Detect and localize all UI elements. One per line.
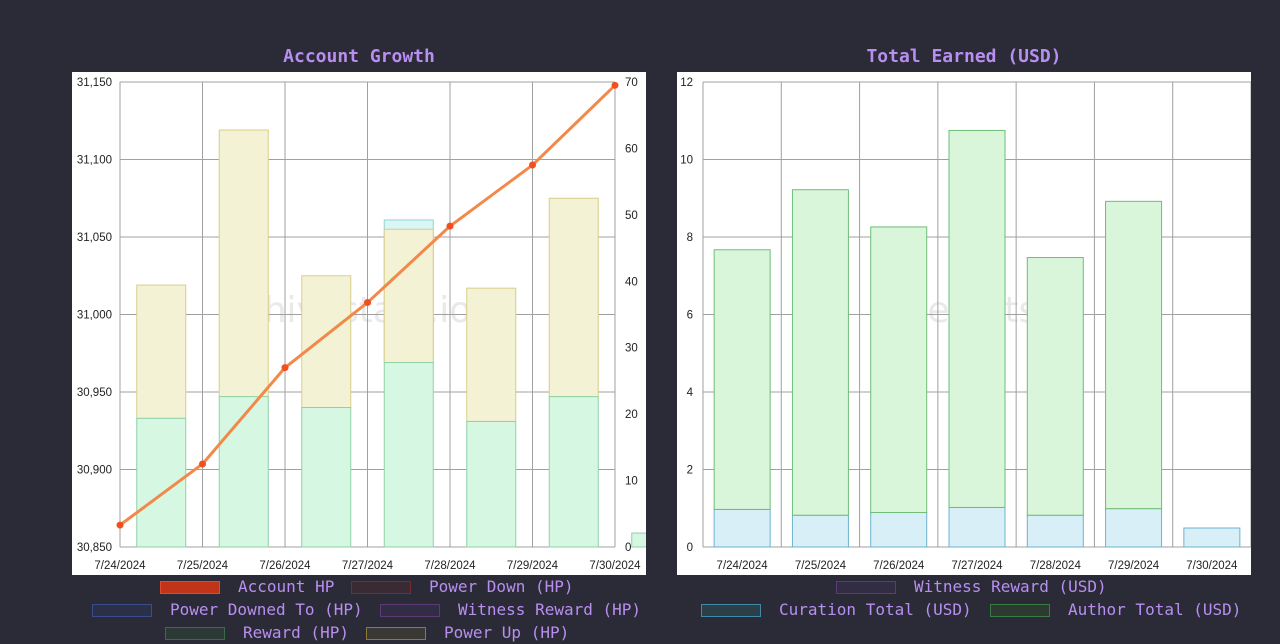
y-left-tick-label: 31,100 bbox=[77, 155, 112, 167]
legend-label: Witness Reward (USD) bbox=[914, 577, 1107, 596]
bar-reward-hp bbox=[218, 396, 269, 548]
legend-swatch bbox=[990, 604, 1050, 617]
y-left-tick-label: 31,050 bbox=[77, 232, 112, 244]
y-tick-label: 0 bbox=[687, 542, 693, 554]
x-tick-label: 7/28/2024 bbox=[424, 560, 476, 572]
bar-curation-total bbox=[791, 514, 849, 548]
legend-label: Witness Reward (HP) bbox=[458, 600, 642, 619]
bar-author-total bbox=[713, 249, 771, 510]
legend-swatch bbox=[160, 581, 220, 594]
legend-swatch bbox=[165, 627, 225, 640]
point-account-hp bbox=[529, 161, 536, 169]
bar-power-up-hp bbox=[466, 287, 517, 422]
bar-curation-total bbox=[1105, 508, 1163, 548]
y-tick-label: 10 bbox=[680, 155, 693, 167]
bar-curation-total bbox=[1026, 514, 1084, 548]
legend-label: Reward (HP) bbox=[243, 623, 349, 642]
y-left-tick-label: 30,950 bbox=[77, 387, 112, 399]
y-left-tick-label: 30,850 bbox=[77, 542, 112, 554]
legend-label: Account HP bbox=[238, 577, 335, 596]
bar-power-up-hp bbox=[301, 275, 352, 408]
x-tick-label: 7/25/2024 bbox=[795, 560, 847, 572]
bar-power-up-hp bbox=[383, 228, 434, 364]
account-growth-svg: hivestats.io30,85030,90030,95031,00031,0… bbox=[77, 77, 682, 572]
bar-curation-total bbox=[1183, 527, 1241, 548]
legend-label: Power Downed To (HP) bbox=[170, 600, 363, 619]
bar-reward-hp bbox=[466, 420, 517, 548]
y-right-tick-label: 10 bbox=[625, 476, 638, 488]
x-tick-label: 7/30/2024 bbox=[1186, 560, 1238, 572]
x-tick-label: 7/25/2024 bbox=[177, 560, 229, 572]
x-tick-label: 7/24/2024 bbox=[717, 560, 769, 572]
y-right-tick-label: 60 bbox=[625, 143, 638, 155]
y-right-tick-label: 20 bbox=[625, 409, 638, 421]
legend-swatch bbox=[366, 627, 426, 640]
x-tick-label: 7/27/2024 bbox=[951, 560, 1003, 572]
total-earned-svg: hivestats.io0246810127/24/20247/25/20247… bbox=[680, 77, 1252, 572]
legend-label: Author Total (USD) bbox=[1068, 600, 1242, 619]
legend-label: Curation Total (USD) bbox=[779, 600, 972, 619]
bar-curation-total bbox=[713, 508, 771, 548]
point-account-hp bbox=[116, 521, 124, 529]
x-tick-label: 7/29/2024 bbox=[1108, 560, 1160, 572]
y-right-tick-label: 0 bbox=[625, 542, 631, 554]
point-account-hp bbox=[199, 460, 206, 468]
x-tick-label: 7/26/2024 bbox=[873, 560, 925, 572]
bar-author-total bbox=[1105, 200, 1163, 510]
legend-label: Power Up (HP) bbox=[444, 623, 570, 642]
y-tick-label: 6 bbox=[687, 310, 693, 322]
bar-author-total bbox=[1026, 257, 1084, 516]
x-tick-label: 7/29/2024 bbox=[507, 560, 559, 572]
y-left-tick-label: 30,900 bbox=[77, 465, 112, 477]
x-tick-label: 7/26/2024 bbox=[259, 560, 311, 572]
total-earned-title: Total Earned (USD) bbox=[866, 46, 1062, 67]
y-left-tick-label: 31,000 bbox=[77, 310, 112, 322]
legend-swatch bbox=[836, 581, 896, 594]
y-tick-label: 2 bbox=[687, 465, 693, 477]
legend-swatch bbox=[380, 604, 440, 617]
bar-author-total bbox=[791, 189, 849, 516]
x-tick-label: 7/28/2024 bbox=[1030, 560, 1082, 572]
account-growth-chart: hivestats.io 30,850 30,900 30,950 31,000 31,0… bbox=[72, 72, 682, 575]
account-growth-title: Account Growth bbox=[283, 46, 435, 67]
bar-power-up-hp bbox=[548, 197, 599, 398]
y-left-tick-label: 31,150 bbox=[77, 77, 112, 89]
y-right-tick-label: 50 bbox=[625, 210, 638, 222]
bar-reward-hp bbox=[301, 407, 352, 548]
total-earned-chart: hivestats.io0246810127/24/20247/25/20247… bbox=[677, 72, 1252, 575]
bar-reward-hp bbox=[383, 362, 434, 548]
x-tick-label: 7/24/2024 bbox=[94, 560, 146, 572]
legend-swatch bbox=[92, 604, 152, 617]
y-right-tick-label: 30 bbox=[625, 343, 638, 355]
bar-curation-total bbox=[948, 506, 1006, 548]
bar-power-up-hp bbox=[218, 129, 269, 398]
y-tick-label: 4 bbox=[687, 387, 694, 399]
point-account-hp bbox=[281, 364, 289, 372]
y-tick-label: 12 bbox=[680, 77, 693, 89]
y-tick-label: 8 bbox=[687, 232, 693, 244]
bar-reward-hp bbox=[548, 396, 599, 548]
legend-swatch bbox=[701, 604, 761, 617]
legend-swatch bbox=[351, 581, 411, 594]
legend-label: Power Down (HP) bbox=[429, 577, 574, 596]
x-tick-label: 7/27/2024 bbox=[342, 560, 394, 572]
bar-author-total bbox=[948, 129, 1006, 508]
x-tick-label: 7/30/2024 bbox=[589, 560, 641, 572]
bar-curation-total bbox=[870, 512, 928, 548]
y-right-tick-label: 70 bbox=[625, 77, 638, 89]
bar-power-up-hp bbox=[136, 284, 187, 419]
point-account-hp bbox=[446, 222, 454, 230]
point-account-hp bbox=[611, 81, 619, 89]
bar-author-total bbox=[870, 226, 928, 514]
y-right-tick-label: 40 bbox=[625, 276, 638, 288]
bar-reward-hp bbox=[631, 532, 682, 548]
point-account-hp bbox=[364, 299, 371, 307]
